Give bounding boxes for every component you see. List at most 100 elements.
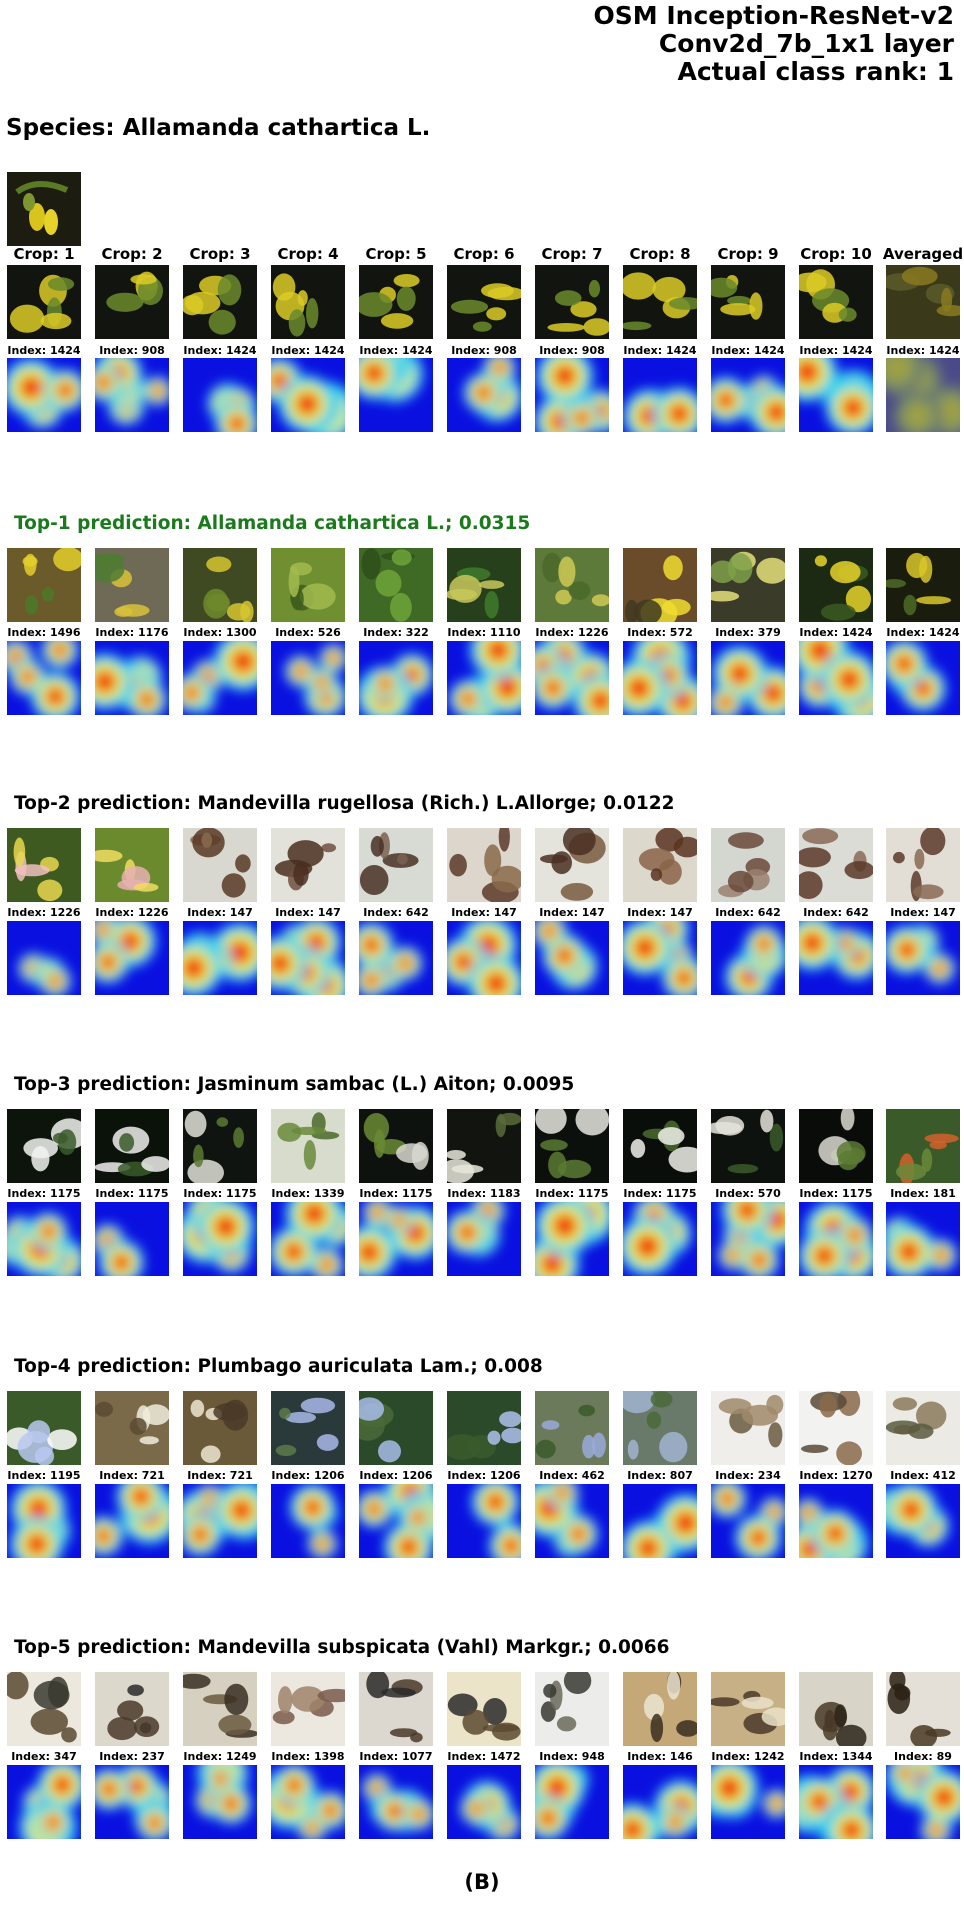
crop-label: Crop: 3 <box>189 245 251 263</box>
crop-index-label: Index: 1424 <box>271 344 345 357</box>
crop-index-label: Index: 1424 <box>623 344 697 357</box>
retrieved-image <box>447 1109 521 1183</box>
retrieved-image <box>7 1391 81 1465</box>
retrieved-heatmap <box>7 641 81 715</box>
retrieved-index-label: Index: 526 <box>275 626 341 639</box>
retrieved-image <box>7 548 81 622</box>
retrieved-heatmap <box>623 921 697 995</box>
retrieved-heatmap <box>799 1202 873 1276</box>
retrieved-index-label: Index: 1344 <box>799 1750 873 1763</box>
retrieved-index-label: Index: 1195 <box>7 1469 81 1482</box>
crop-image <box>7 265 81 339</box>
crop-label: Crop: 5 <box>365 245 427 263</box>
crop-image <box>359 265 433 339</box>
crop-heatmap <box>535 358 609 432</box>
crop-image <box>711 265 785 339</box>
query-original-image <box>7 172 81 246</box>
crop-index-label: Index: 908 <box>451 344 517 357</box>
retrieved-image <box>886 828 960 902</box>
crop-image <box>535 265 609 339</box>
crop-label: Crop: 2 <box>101 245 163 263</box>
prediction-title: Top-1 prediction: Allamanda cathartica L… <box>14 513 531 534</box>
retrieved-index-label: Index: 89 <box>894 1750 952 1763</box>
crop-index-label: Index: 1424 <box>886 344 960 357</box>
retrieved-image <box>271 1672 345 1746</box>
retrieved-image <box>447 828 521 902</box>
retrieved-index-label: Index: 147 <box>451 906 517 919</box>
retrieved-index-label: Index: 1242 <box>711 1750 785 1763</box>
retrieved-image <box>623 1109 697 1183</box>
retrieved-index-label: Index: 147 <box>187 906 253 919</box>
retrieved-index-label: Index: 1496 <box>7 626 81 639</box>
retrieved-index-label: Index: 412 <box>890 1469 956 1482</box>
retrieved-index-label: Index: 1472 <box>447 1750 521 1763</box>
crop-label: Crop: 10 <box>800 245 872 263</box>
retrieved-image <box>535 828 609 902</box>
retrieved-heatmap <box>7 921 81 995</box>
retrieved-heatmap <box>7 1202 81 1276</box>
retrieved-index-label: Index: 234 <box>715 1469 781 1482</box>
layer-name: Conv2d_7b_1x1 layer <box>658 29 954 58</box>
retrieved-heatmap <box>7 1765 81 1839</box>
crop-index-label: Index: 1424 <box>7 344 81 357</box>
retrieved-index-label: Index: 570 <box>715 1187 781 1200</box>
crop-heatmap <box>7 358 81 432</box>
crop-index-label: Index: 908 <box>99 344 165 357</box>
figure-label: (B) <box>464 1870 500 1894</box>
crop-index-label: Index: 1424 <box>799 344 873 357</box>
retrieved-image <box>535 548 609 622</box>
retrieved-index-label: Index: 1183 <box>447 1187 521 1200</box>
retrieved-image <box>447 548 521 622</box>
retrieved-heatmap <box>447 1202 521 1276</box>
retrieved-image <box>95 1391 169 1465</box>
retrieved-image <box>7 1109 81 1183</box>
retrieved-index-label: Index: 379 <box>715 626 781 639</box>
crop-heatmap <box>183 358 257 432</box>
retrieved-heatmap <box>535 1202 609 1276</box>
retrieved-index-label: Index: 721 <box>99 1469 165 1482</box>
retrieved-image <box>359 1391 433 1465</box>
retrieved-index-label: Index: 1398 <box>271 1750 345 1763</box>
retrieved-image <box>535 1672 609 1746</box>
retrieved-heatmap <box>183 1202 257 1276</box>
crop-label: Averaged <box>882 245 964 263</box>
retrieved-index-label: Index: 347 <box>11 1750 77 1763</box>
retrieved-index-label: Index: 1175 <box>535 1187 609 1200</box>
retrieved-heatmap <box>183 921 257 995</box>
retrieved-heatmap <box>447 641 521 715</box>
retrieved-index-label: Index: 1300 <box>183 626 257 639</box>
retrieved-heatmap <box>95 1484 169 1558</box>
retrieved-heatmap <box>447 1484 521 1558</box>
retrieved-index-label: Index: 948 <box>539 1750 605 1763</box>
retrieved-heatmap <box>711 921 785 995</box>
retrieved-index-label: Index: 642 <box>803 906 869 919</box>
crop-heatmap <box>799 358 873 432</box>
retrieved-heatmap <box>95 1202 169 1276</box>
retrieved-image <box>799 1109 873 1183</box>
crop-image <box>799 265 873 339</box>
retrieved-index-label: Index: 1249 <box>183 1750 257 1763</box>
crop-image <box>95 265 169 339</box>
retrieved-image <box>7 828 81 902</box>
retrieved-image <box>711 548 785 622</box>
retrieved-image <box>359 548 433 622</box>
crop-heatmap <box>447 358 521 432</box>
retrieved-heatmap <box>359 921 433 995</box>
retrieved-heatmap <box>359 1765 433 1839</box>
retrieved-heatmap <box>623 1765 697 1839</box>
crop-label: Crop: 8 <box>629 245 691 263</box>
retrieved-image <box>183 1391 257 1465</box>
retrieved-heatmap <box>271 1765 345 1839</box>
retrieved-image <box>799 548 873 622</box>
retrieved-index-label: Index: 1226 <box>7 906 81 919</box>
retrieved-heatmap <box>623 1202 697 1276</box>
retrieved-image <box>7 1672 81 1746</box>
retrieved-index-label: Index: 1226 <box>535 626 609 639</box>
retrieved-heatmap <box>95 1765 169 1839</box>
crop-heatmap <box>886 358 960 432</box>
retrieved-index-label: Index: 642 <box>715 906 781 919</box>
retrieved-heatmap <box>535 1765 609 1839</box>
retrieved-index-label: Index: 1424 <box>799 626 873 639</box>
retrieved-index-label: Index: 572 <box>627 626 693 639</box>
retrieved-index-label: Index: 1175 <box>183 1187 257 1200</box>
